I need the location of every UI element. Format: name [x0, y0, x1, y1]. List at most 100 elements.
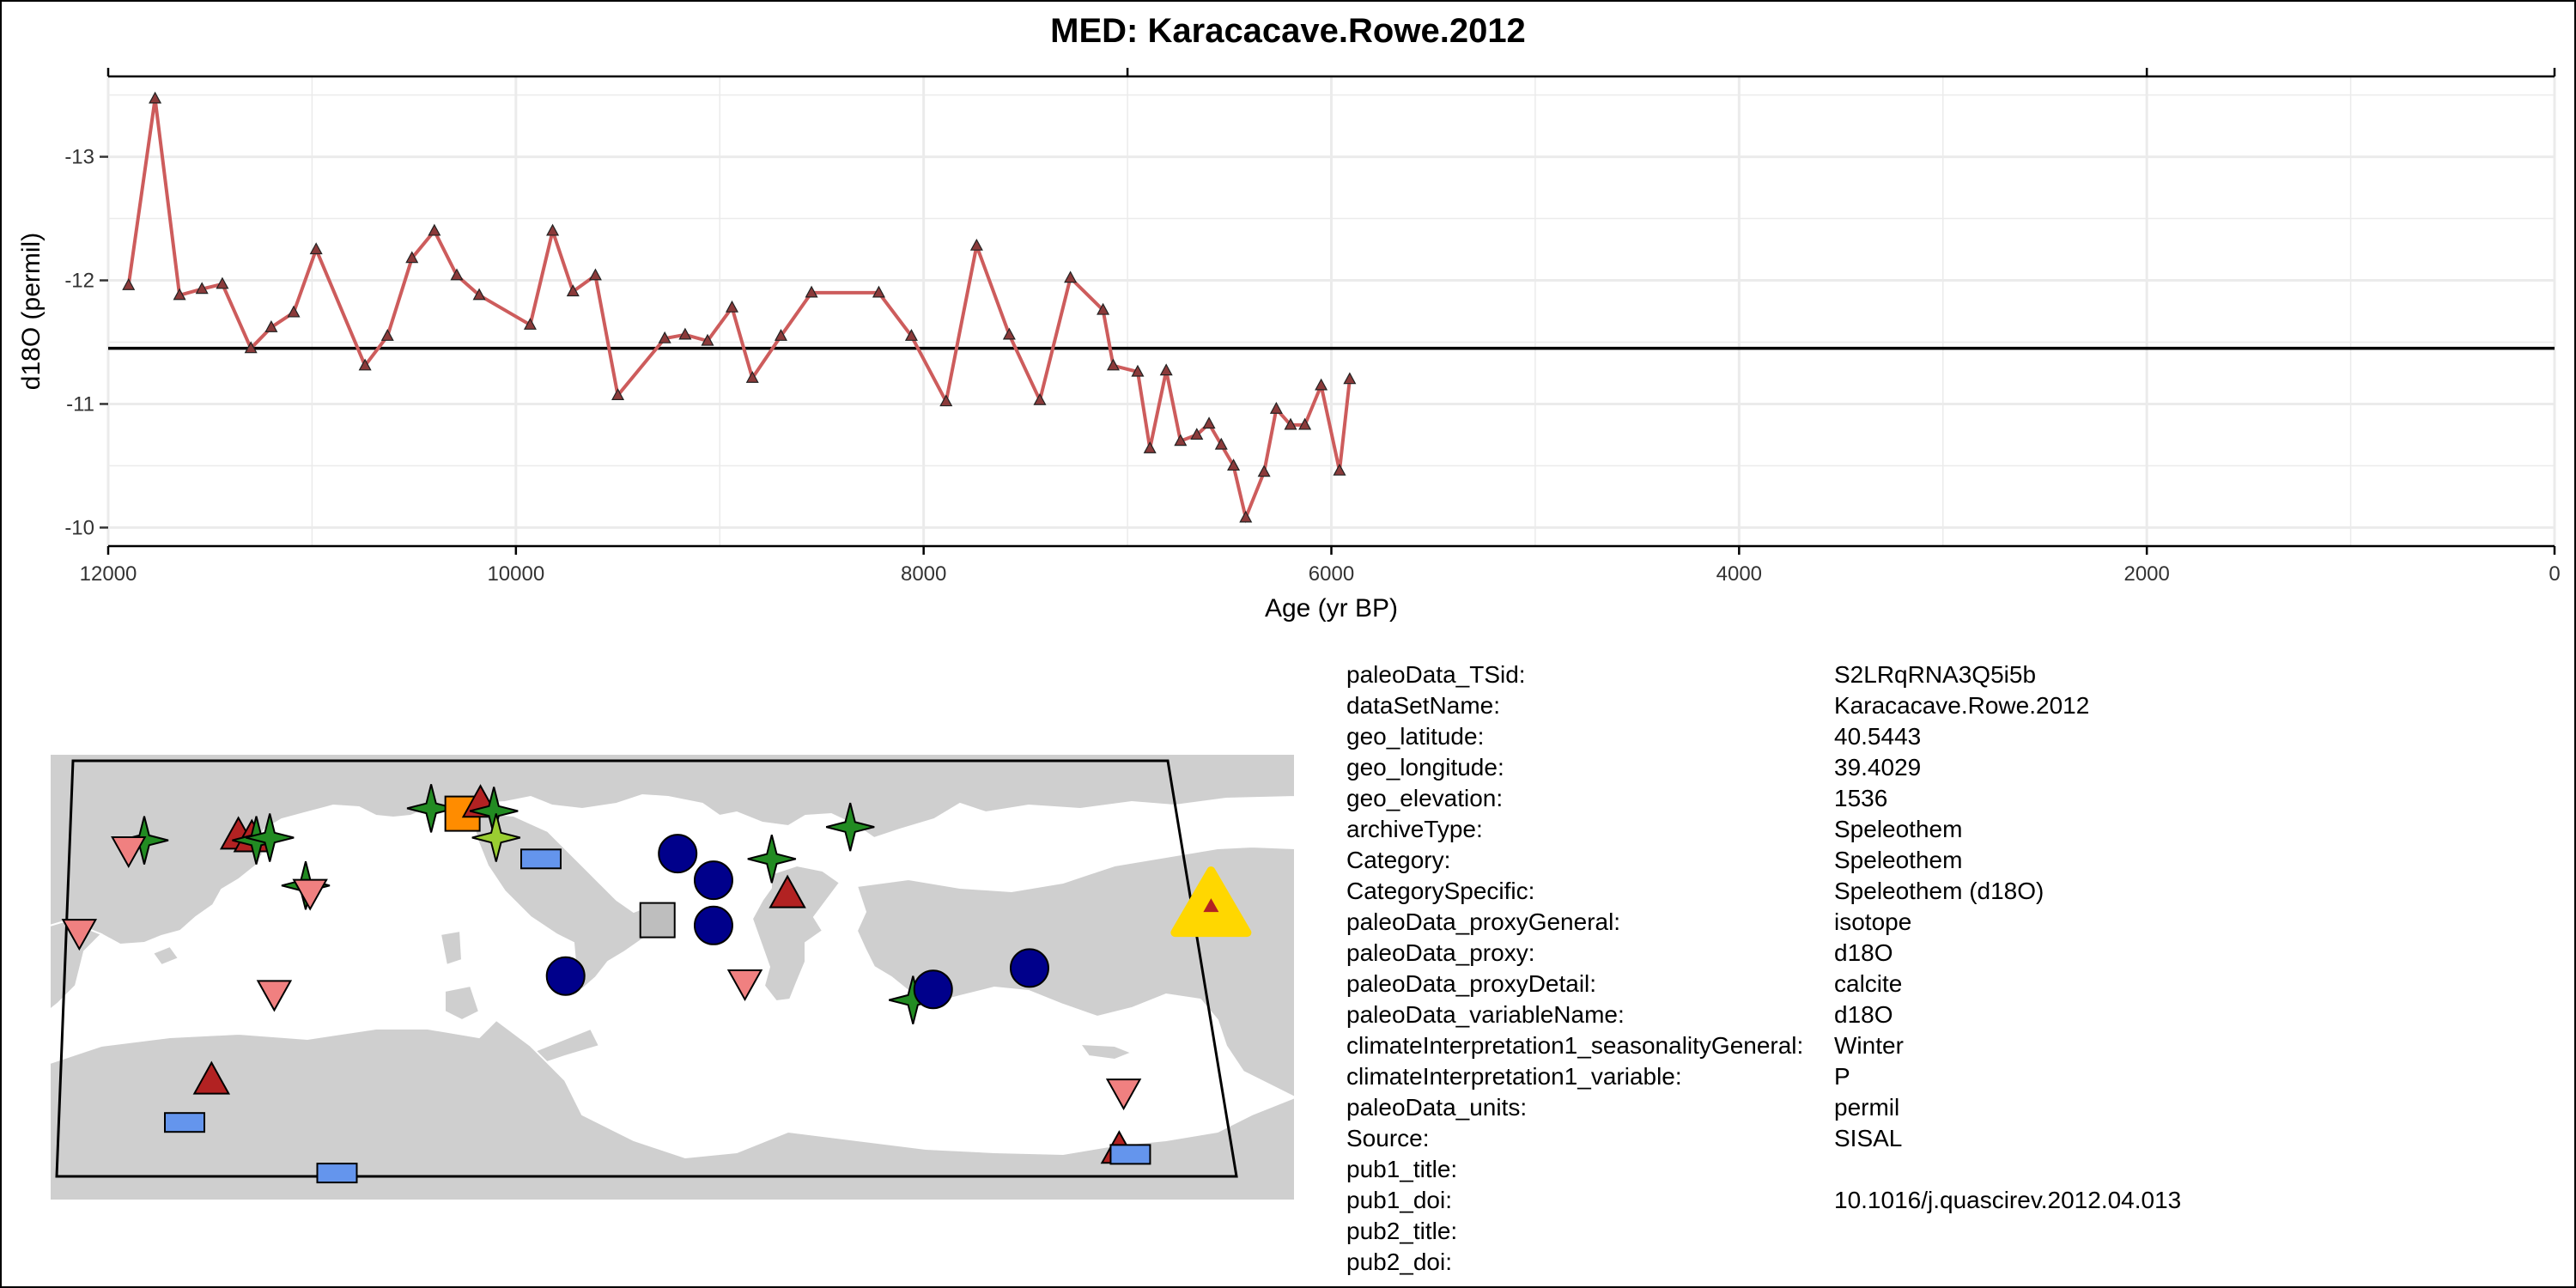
metadata-value: Speleothem (d18O): [1834, 878, 2044, 904]
map-frame: [55, 759, 1238, 1178]
metadata-row: pub2_title:: [1346, 1216, 2181, 1247]
site-marker-star: [471, 813, 521, 862]
data-point: [774, 329, 787, 341]
data-point: [216, 276, 229, 289]
x-tick-label: 8000: [901, 562, 946, 586]
data-point: [678, 327, 692, 340]
data-point: [1002, 327, 1016, 340]
metadata-value: Speleothem: [1834, 816, 1963, 842]
data-point: [380, 329, 394, 341]
metadata-row: Source: SISAL: [1346, 1123, 2181, 1154]
metadata-value: d18O: [1834, 939, 1893, 966]
data-point: [1097, 302, 1110, 315]
site-marker-square: [639, 902, 676, 939]
site-marker-circle: [545, 956, 586, 996]
site-marker-star: [747, 835, 797, 884]
metadata-row: dataSetName: Karacacave.Rowe.2012: [1346, 690, 2181, 721]
data-point: [1333, 463, 1346, 476]
metadata-key: geo_longitude:: [1346, 754, 1504, 781]
site-marker-circle: [658, 834, 698, 874]
metadata-key: geo_latitude:: [1346, 723, 1485, 750]
metadata-key: Category:: [1346, 847, 1451, 873]
data-point: [1239, 510, 1253, 523]
x-tick-label: 4000: [1716, 562, 1762, 586]
site-marker-circle: [1009, 948, 1049, 988]
metadata-key: paleoData_units:: [1346, 1094, 1528, 1121]
metadata-key: paleoData_proxyDetail:: [1346, 970, 1597, 997]
metadata-key: pub1_doi:: [1346, 1187, 1453, 1213]
site-marker-triangle-down: [256, 980, 293, 1012]
line-chart: 12000 10000 8000 6000 4000 2000 0 -13 -12 -11 -10 A…: [17, 68, 2561, 623]
metadata-row: geo_elevation: 1536: [1346, 783, 2181, 814]
metadata-row: pub1_doi: 10.1016/j.quascirev.2012.04.013: [1346, 1185, 2181, 1216]
metadata-row: geo_latitude: 40.5443: [1346, 721, 2181, 752]
metadata-table: paleoData_TSid: S2LRqRNA3Q5i5b dataSetName…: [1346, 659, 2181, 1278]
data-point: [745, 370, 759, 383]
metadata-value: permil: [1834, 1094, 1900, 1121]
metadata-value: Speleothem: [1834, 847, 1963, 873]
metadata-row: climateInterpretation1_seasonalityGenera…: [1346, 1030, 2181, 1061]
site-marker-rect: [520, 848, 562, 870]
metadata-row: paleoData_proxyGeneral: isotope: [1346, 907, 2181, 938]
data-point: [1284, 417, 1297, 430]
metadata-value: Karacacave.Rowe.2012: [1834, 692, 2090, 719]
data-point: [309, 242, 323, 255]
site-marker-triangle-down: [61, 919, 98, 951]
y-tick-label: -11: [66, 392, 94, 416]
data-point: [358, 358, 372, 371]
site-marker-star: [245, 813, 295, 862]
data-point: [195, 282, 209, 295]
site-marker-circle: [913, 969, 953, 1010]
metadata-key: CategorySpecific:: [1346, 878, 1535, 904]
metadata-key: paleoData_TSid:: [1346, 661, 1526, 688]
site-map: [50, 753, 1295, 1200]
metadata-row: Category: Speleothem: [1346, 845, 2181, 876]
x-tick-label: 2000: [2123, 562, 2169, 586]
data-point: [264, 319, 278, 332]
metadata-row: paleoData_proxyDetail: calcite: [1346, 969, 2181, 999]
data-point: [244, 341, 258, 354]
site-marker-triangle: [769, 874, 806, 908]
data-point: [588, 268, 602, 281]
x-axis-title: Age (yr BP): [1265, 594, 1398, 623]
metadata-value: isotope: [1834, 908, 1912, 935]
metadata-key: paleoData_proxy:: [1346, 939, 1535, 966]
data-point: [904, 329, 918, 341]
data-point: [805, 285, 818, 298]
metadata-row: paleoData_units: permil: [1346, 1092, 2181, 1123]
data-point: [1202, 416, 1216, 429]
site-marker-triangle-down: [111, 836, 147, 869]
metadata-row: pub1_title:: [1346, 1154, 2181, 1185]
metadata-value: P: [1834, 1063, 1850, 1090]
data-point: [472, 288, 486, 301]
y-tick-label: -13: [64, 146, 94, 169]
site-marker-triangle-down: [292, 878, 328, 911]
site-marker-triangle: [192, 1060, 231, 1095]
data-point: [1298, 417, 1312, 430]
metadata-key: Source:: [1346, 1125, 1430, 1151]
metadata-key: archiveType:: [1346, 816, 1483, 842]
grid-lines: [106, 76, 2556, 546]
y-tick-label: -12: [64, 270, 94, 293]
data-point: [725, 300, 739, 313]
metadata-row: paleoData_proxy: d18O: [1346, 938, 2181, 969]
data-point: [149, 91, 162, 104]
data-point: [287, 305, 301, 318]
site-marker-circle: [693, 905, 733, 945]
data-point: [450, 268, 464, 281]
metadata-value: 1536: [1834, 785, 1888, 811]
metadata-value: S2LRqRNA3Q5i5b: [1834, 661, 2037, 688]
metadata-value: 10.1016/j.quascirev.2012.04.013: [1834, 1187, 2182, 1213]
metadata-row: paleoData_variableName: d18O: [1346, 999, 2181, 1030]
metadata-row: archiveType: Speleothem: [1346, 814, 2181, 845]
site-marker-rect: [164, 1112, 206, 1133]
metadata-row: paleoData_TSid: S2LRqRNA3Q5i5b: [1346, 659, 2181, 690]
metadata-key: climateInterpretation1_seasonalityGenera…: [1346, 1032, 1804, 1059]
metadata-key: pub2_doi:: [1346, 1249, 1453, 1275]
series-line: [126, 98, 1352, 524]
data-point: [1227, 459, 1241, 471]
data-point: [1143, 441, 1157, 453]
metadata-key: dataSetName:: [1346, 692, 1500, 719]
metadata-key: pub2_title:: [1346, 1218, 1458, 1244]
